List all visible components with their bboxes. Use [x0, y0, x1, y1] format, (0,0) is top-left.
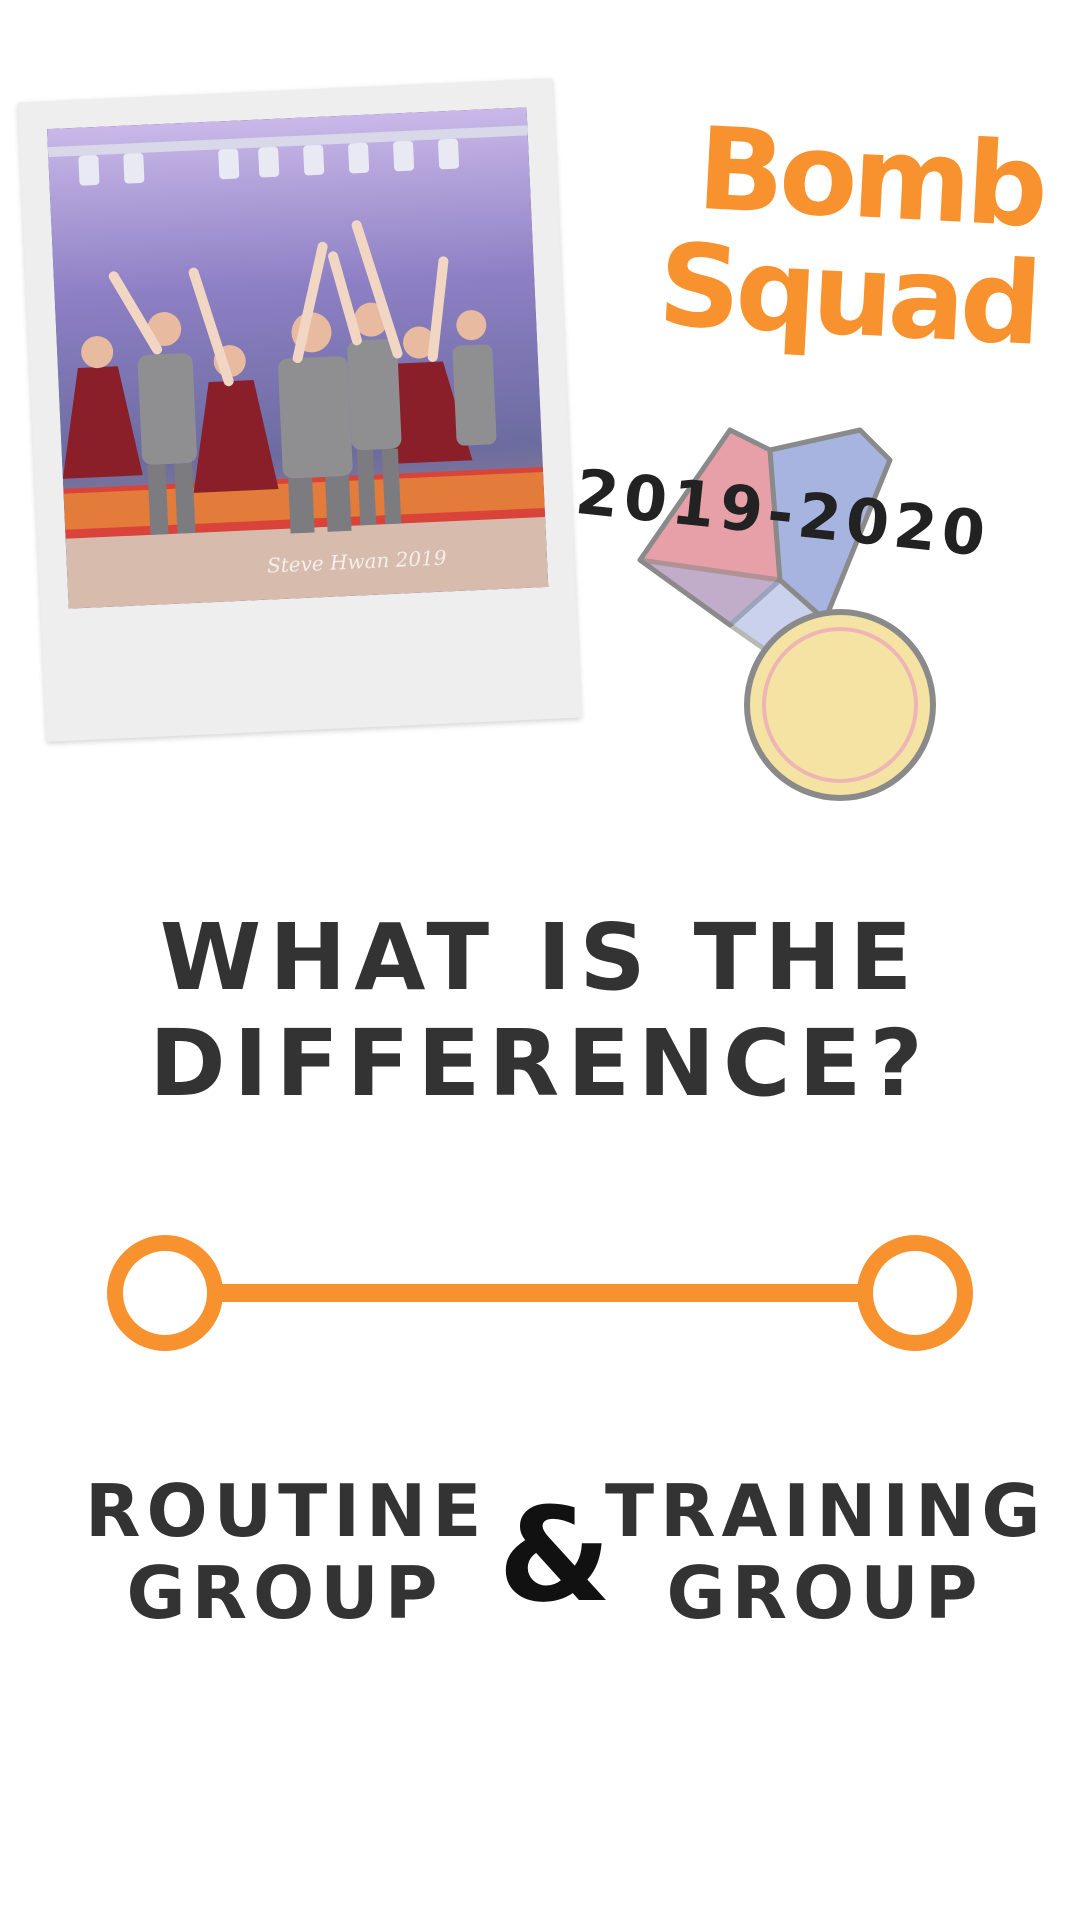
- routine-group-label: ROUTINE GROUP: [85, 1470, 485, 1634]
- headline-line-2: DIFFERENCE?: [149, 1010, 931, 1117]
- dance-photo-illustration: [47, 107, 549, 609]
- routine-group-line-2: GROUP: [126, 1551, 444, 1635]
- training-group-line-1: TRAINING: [605, 1469, 1047, 1553]
- dance-team-photo: Steve Hwan 2019: [47, 107, 549, 609]
- routine-group-line-1: ROUTINE: [85, 1469, 488, 1553]
- training-group-line-2: GROUP: [666, 1551, 984, 1635]
- two-circle-connector-icon: [107, 1235, 973, 1351]
- training-group-label: TRAINING GROUP: [605, 1470, 1045, 1634]
- polaroid-frame: Steve Hwan 2019: [17, 78, 582, 742]
- medal-icon: [637, 427, 936, 801]
- team-title: Bomb Squad: [514, 101, 1046, 371]
- ampersand: &: [498, 1479, 612, 1631]
- title-line-2: Squad: [655, 218, 1041, 371]
- headline: WHAT IS THE DIFFERENCE?: [0, 905, 1080, 1117]
- headline-line-1: WHAT IS THE: [159, 904, 921, 1011]
